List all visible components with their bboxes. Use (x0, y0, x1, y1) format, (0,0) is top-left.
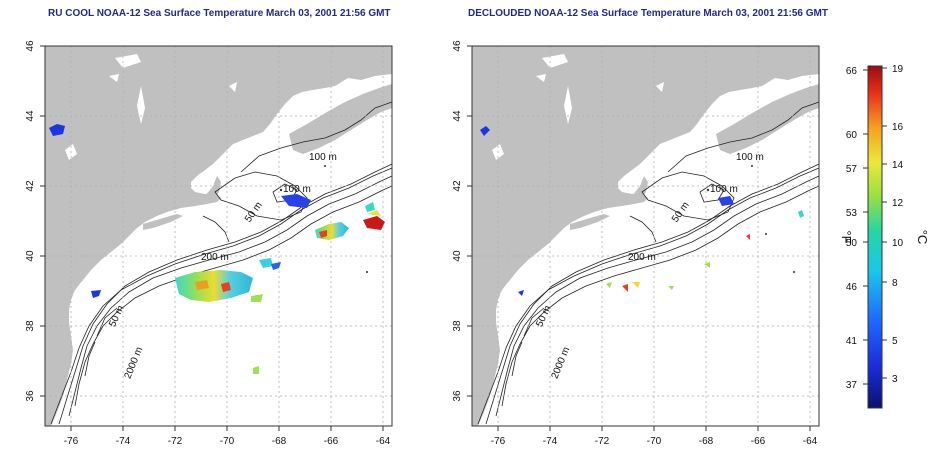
y-tick-label: 36 (25, 390, 36, 402)
c-tick-label: 5 (892, 336, 898, 347)
x-tick-label: -66 (324, 436, 339, 447)
c-tick-label: 19 (892, 64, 904, 75)
fahrenheit-unit-label: °F (839, 230, 854, 243)
left-map-title: RU COOL NOAA-12 Sea Surface Temperature … (48, 8, 391, 19)
celsius-ticks: 19 16 14 12 10 8 5 3 (892, 64, 904, 385)
x-tick-label: -72 (595, 436, 610, 447)
y-tick-label: 40 (452, 250, 463, 262)
x-tick-label: -74 (116, 436, 131, 447)
y-tick-label: 42 (452, 180, 463, 192)
contour-label-100m: 100 m (736, 152, 764, 163)
c-tick-label: 3 (892, 374, 898, 385)
contour-label-100m: 100 m (710, 184, 738, 195)
f-tick-label: 53 (846, 208, 858, 219)
f-tick-label: 60 (846, 130, 858, 141)
x-tick-label: -68 (272, 436, 287, 447)
contour-label-200m: 200 m (628, 252, 656, 263)
y-tick-label: 46 (25, 40, 36, 52)
x-tick-label: -74 (543, 436, 558, 447)
x-tick-label: -70 (647, 436, 662, 447)
y-tick-label: 46 (452, 40, 463, 52)
x-tick-label: -72 (168, 436, 183, 447)
y-axis-labels: 46 44 42 40 38 36 (25, 40, 36, 402)
left-sst-map: 100 m 100 m 50 m 200 m 50 m 2000 m -76 -… (25, 40, 393, 447)
fahrenheit-ticks: 66 60 57 53 50 46 41 37 (846, 66, 858, 391)
f-tick-label: 66 (846, 66, 858, 77)
temperature-colorbar: 66 60 57 53 50 46 41 37 19 16 14 12 10 8… (839, 64, 930, 409)
f-tick-label: 50 (846, 238, 858, 249)
x-tick-label: -64 (376, 436, 391, 447)
f-tick-label: 46 (846, 282, 858, 293)
x-tick-label: -76 (491, 436, 506, 447)
x-tick-label: -76 (64, 436, 79, 447)
right-sst-map: 100 m 100 m 50 m 200 m 50 m 2000 m -76 -… (452, 40, 820, 447)
x-tick-label: -70 (220, 436, 235, 447)
f-tick-label: 57 (846, 164, 858, 175)
x-axis-labels: -76 -74 -72 -70 -68 -66 -64 (64, 436, 391, 447)
x-tick-label: -66 (751, 436, 766, 447)
right-map-title: DECLOUDED NOAA-12 Sea Surface Temperatur… (468, 8, 828, 19)
axis-ticks (40, 45, 384, 431)
y-axis-labels: 46 44 42 40 38 36 (452, 40, 463, 402)
x-axis-labels: -76 -74 -72 -70 -68 -66 -64 (491, 436, 818, 447)
f-tick-label: 41 (846, 336, 858, 347)
axis-ticks (467, 45, 811, 431)
c-tick-label: 12 (892, 198, 904, 209)
y-tick-label: 36 (452, 390, 463, 402)
contour-label-100m: 100 m (283, 184, 311, 195)
y-tick-label: 44 (452, 110, 463, 122)
f-tick-label: 37 (846, 380, 858, 391)
c-tick-label: 8 (892, 278, 898, 289)
y-tick-label: 44 (25, 110, 36, 122)
c-tick-label: 10 (892, 238, 904, 249)
c-tick-label: 14 (892, 160, 904, 171)
contour-label-100m: 100 m (309, 152, 337, 163)
sst-data-patches (49, 124, 385, 374)
x-tick-label: -68 (699, 436, 714, 447)
contour-label-200m: 200 m (201, 252, 229, 263)
y-tick-label: 38 (25, 320, 36, 332)
celsius-unit-label: °C (915, 230, 930, 245)
colorbar-gradient (867, 65, 883, 409)
y-tick-label: 38 (452, 320, 463, 332)
y-tick-label: 42 (25, 180, 36, 192)
x-tick-label: -64 (803, 436, 818, 447)
c-tick-label: 16 (892, 122, 904, 133)
sst-data-patches (480, 126, 804, 296)
y-tick-label: 40 (25, 250, 36, 262)
